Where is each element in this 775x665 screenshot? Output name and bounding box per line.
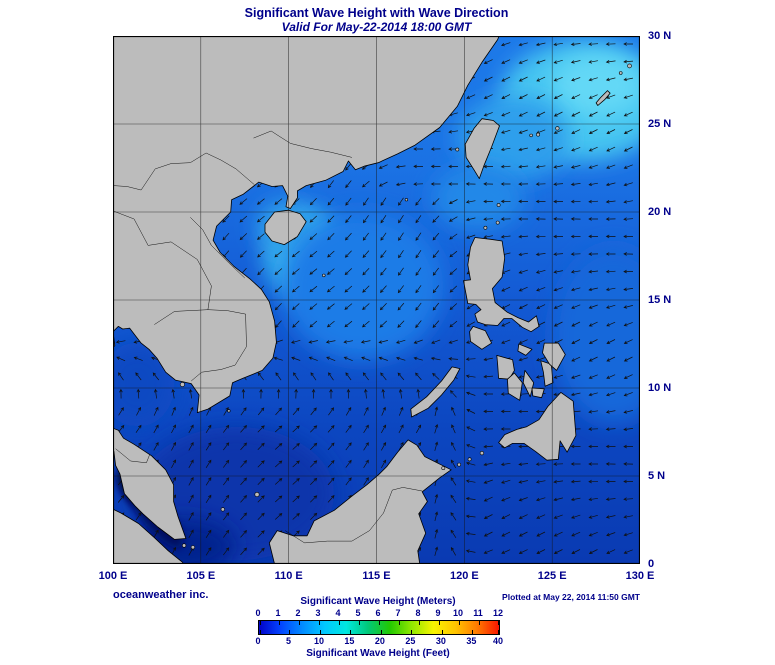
meters-tick-label: 11 [473,608,483,618]
colorbar-gradient [258,620,500,635]
colorbar-tick [498,621,499,625]
colorbar-tick [472,630,474,634]
feet-tick-label: 0 [255,636,261,646]
colorbar-tick [279,621,280,625]
meters-tick-label: 6 [375,608,381,618]
credit-oceanweather: oceanweather inc. [113,589,209,601]
colorbar-tick [379,621,380,625]
lat-tick-label: 5 N [648,470,666,482]
lat-tick-label: 25 N [648,118,672,130]
lat-tick-label: 20 N [648,206,672,218]
feet-tick-label: 40 [492,636,504,646]
colorbar-tick [259,621,261,625]
plotted-timestamp: Plotted at May 22, 2014 11:50 GMT [502,592,640,602]
wave-height-map [113,36,640,564]
meters-tick-label: 0 [255,608,261,618]
colorbar-tick [319,630,321,634]
chart-valid-time: Valid For May-22-2014 18:00 GMT [281,20,472,34]
colorbar-tick [419,621,420,625]
land-layer [113,36,632,564]
lat-tick-label: 0 [648,558,655,570]
feet-tick-label: 20 [374,636,385,646]
lat-tick-label: 30 N [648,30,672,42]
chart-title: Significant Wave Height with Wave Direct… [244,6,509,20]
colorbar-tick [479,621,480,625]
feet-tick-label: 25 [405,636,416,646]
graticule [113,36,640,564]
colorbar-tick [399,621,400,625]
meters-tick-label: 5 [355,608,361,618]
colorbar-tick [299,621,300,625]
meters-tick-label: 7 [395,608,401,618]
meters-tick-label: 10 [452,608,464,618]
colorbar-tick [411,630,413,634]
colorbar-meters-label: Significant Wave Height (Meters) [300,596,456,607]
meters-tick-label: 12 [492,608,504,618]
meters-tick-label: 3 [315,608,321,618]
colorbar-meters-ticks: 0 1 2 3 4 5 6 7 8 9 10 11 12 [255,608,503,618]
feet-tick-label: 10 [313,636,324,646]
colorbar-tick [259,630,261,634]
feet-tick-label: 5 [285,636,291,646]
colorbar-tick [319,621,320,625]
meters-tick-label: 8 [415,608,421,618]
colorbar-tick [350,630,352,634]
map-plot [113,36,640,564]
colorbar-tick [359,621,360,625]
meters-tick-label: 9 [435,608,441,618]
colorbar-feet-label: Significant Wave Height (Feet) [306,648,450,659]
lon-tick-label: 120 E [449,570,479,582]
feet-tick-label: 35 [466,636,477,646]
meters-tick-label: 1 [275,608,281,618]
lat-tick-label: 10 N [648,382,672,394]
colorbar-tick [289,630,291,634]
colorbar-tick [498,630,499,634]
colorbar-tick [459,621,460,625]
feet-tick-label: 15 [344,636,355,646]
colorbar-tick [339,621,340,625]
lon-tick-label: 115 E [362,570,391,582]
colorbar-feet-ticks: 0 5 10 15 20 25 30 35 40 [255,636,503,646]
lon-tick-label: 125 E [537,570,567,582]
colorbar-tick [380,630,382,634]
meters-tick-label: 2 [295,608,301,618]
colorbar-tick [441,630,443,634]
lon-tick-label: 100 E [98,570,128,582]
country-borders [113,130,423,544]
colorbar-tick [439,621,440,625]
map-frame [113,36,640,564]
lon-tick-label: 130 E [625,570,655,582]
lon-tick-label: 110 E [274,570,303,582]
lon-tick-label: 105 E [186,570,216,582]
feet-tick-label: 30 [435,636,446,646]
meters-tick-label: 4 [335,608,341,618]
lat-tick-label: 15 N [648,294,672,306]
